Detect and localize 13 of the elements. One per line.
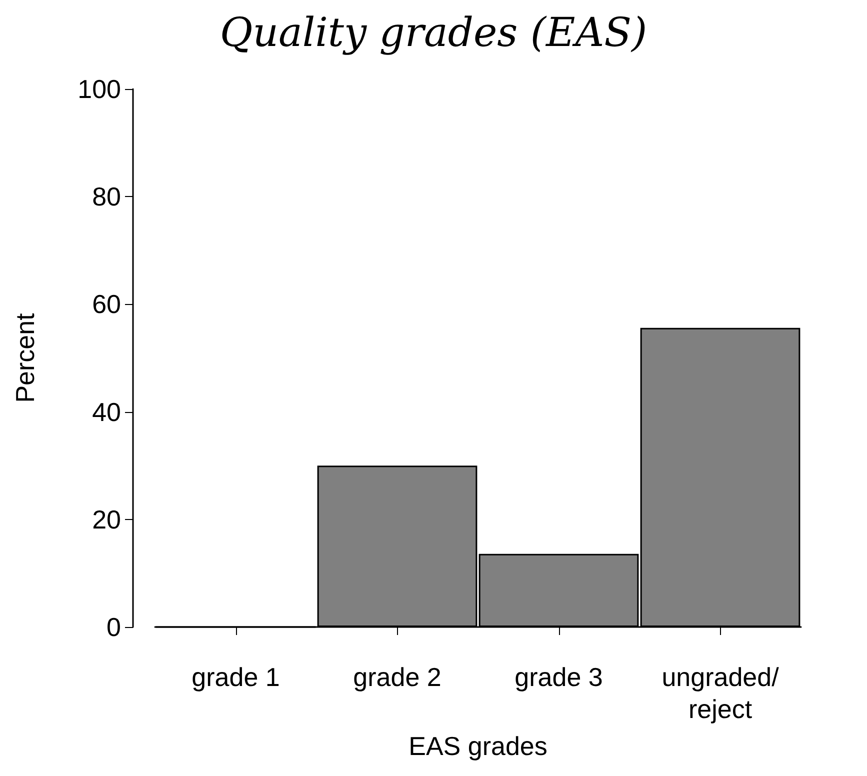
y-tick-label: 0 <box>106 612 121 642</box>
x-tick-label: grade 3 <box>514 662 603 692</box>
x-tick-label: grade 1 <box>192 662 280 692</box>
y-tick-label: 20 <box>92 504 121 534</box>
x-axis-title: EAS grades <box>408 731 548 761</box>
y-tick-label: 100 <box>78 74 121 104</box>
y-tick-label: 40 <box>92 396 121 427</box>
y-axis-title: Percent <box>10 312 40 403</box>
x-tick-label: grade 2 <box>353 662 442 692</box>
chart-title: Quality grades (EAS) <box>220 10 648 56</box>
y-tick-label: 80 <box>92 182 121 212</box>
x-tick-label: ungraded/ reject <box>662 662 780 724</box>
y-tick-label: 60 <box>92 289 121 320</box>
